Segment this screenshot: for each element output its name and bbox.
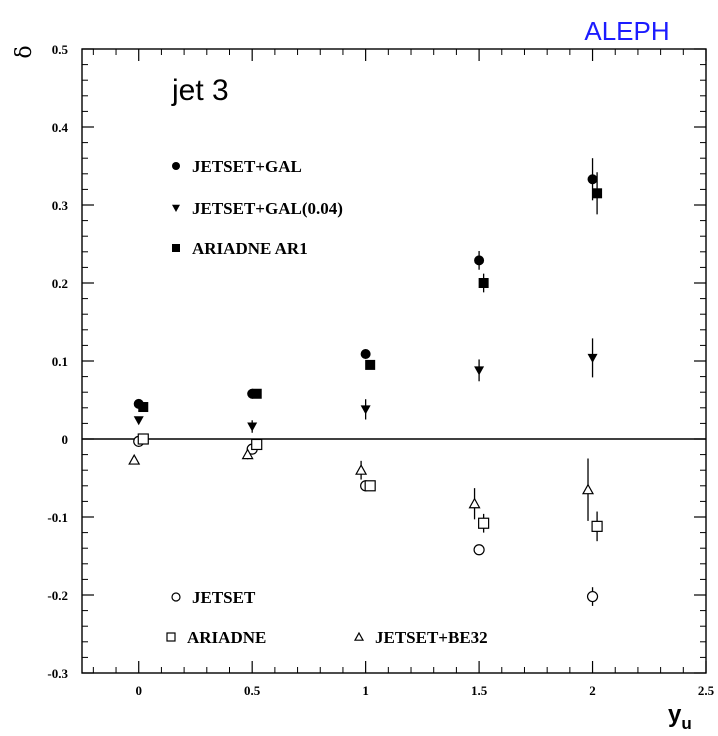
circle-open-marker — [473, 544, 485, 556]
square-open-marker — [251, 438, 263, 451]
x-tick-label: 0.5 — [244, 683, 261, 698]
square-open-marker — [137, 433, 149, 445]
circle-filled-marker — [474, 255, 485, 266]
panel-annotation: jet 3 — [171, 74, 229, 107]
square-open-marker — [166, 632, 176, 642]
y-tick-label: 0.1 — [52, 354, 68, 369]
y-axis-label: δ — [12, 45, 37, 58]
legend-item: ARIADNE AR1 — [172, 239, 308, 258]
circle-open-marker — [586, 590, 599, 603]
series-0 — [133, 158, 598, 409]
data-series — [128, 158, 603, 606]
circle-filled-marker — [360, 348, 371, 359]
triangle-up-open-marker — [128, 453, 141, 465]
square-filled-marker — [592, 188, 603, 199]
y-tick-label: 0.4 — [52, 120, 69, 135]
axis-ticks: 0 0.5 1 1.5 2 2.5 -0.3 -0.2 -0.1 0 0.1 0.2 0.3 0.4 0.5 — [47, 42, 714, 698]
triangle-up-open-marker — [581, 483, 595, 495]
x-axis-label: yu — [668, 701, 692, 733]
y-tick-label: 0 — [62, 432, 69, 447]
legend-item: JETSET+GAL — [172, 157, 302, 176]
y-tick-label: -0.3 — [47, 666, 68, 681]
circle-filled-marker — [587, 174, 598, 185]
series-3 — [133, 435, 599, 606]
y-tick-label: 0.5 — [52, 42, 69, 57]
triangle-down-filled-marker — [587, 353, 598, 363]
legend-item: ARIADNE — [166, 628, 266, 647]
legend-item: JETSET+GAL(0.04) — [172, 199, 343, 218]
triangle-down-filled-marker — [133, 416, 144, 426]
circle-filled-marker — [172, 162, 180, 170]
legend-item: JETSET+BE32 — [353, 628, 488, 647]
square-filled-marker — [138, 402, 149, 413]
x-axis-label-main: y — [668, 701, 682, 728]
x-tick-label: 1.5 — [471, 683, 488, 698]
legend-label: JETSET — [192, 588, 256, 607]
legend-label: ARIADNE — [187, 628, 266, 647]
triangle-up-open-marker — [353, 631, 365, 641]
triangle-up-open-marker — [468, 497, 481, 509]
y-tick-label: -0.1 — [47, 510, 68, 525]
legend-label: JETSET+GAL — [192, 157, 302, 176]
series-5 — [128, 448, 595, 521]
square-open-marker — [591, 520, 603, 532]
square-open-marker — [364, 480, 376, 492]
x-tick-label: 0 — [135, 683, 142, 698]
y-tick-label: 0.3 — [52, 198, 69, 213]
triangle-down-filled-marker — [360, 405, 371, 415]
series-4 — [137, 433, 603, 542]
legend-item: JETSET — [171, 588, 256, 607]
y-tick-label: -0.2 — [47, 588, 68, 603]
x-tick-label: 1 — [362, 683, 369, 698]
brand-label: ALEPH — [584, 16, 669, 46]
triangle-down-filled-marker — [474, 366, 485, 376]
circle-open-marker — [171, 592, 181, 602]
triangle-down-filled-marker — [247, 422, 258, 432]
plot-frame — [81, 48, 707, 674]
square-filled-marker — [251, 388, 262, 399]
y-tick-label: 0.2 — [52, 276, 68, 291]
x-tick-label: 2.5 — [698, 683, 715, 698]
square-filled-marker — [172, 244, 180, 252]
square-open-marker — [478, 517, 490, 529]
legend-label: JETSET+GAL(0.04) — [192, 199, 343, 218]
legend-label: ARIADNE AR1 — [192, 239, 308, 258]
legend: JETSET+GAL JETSET+GAL(0.04) ARIADNE AR1 JET… — [166, 157, 488, 647]
series-1 — [133, 338, 598, 433]
x-tick-label: 2 — [589, 683, 596, 698]
square-filled-marker — [365, 359, 376, 370]
triangle-up-open-marker — [241, 448, 254, 460]
legend-label: JETSET+BE32 — [375, 628, 488, 647]
x-axis-label-subscript: u — [681, 714, 691, 733]
triangle-down-filled-marker — [172, 204, 180, 212]
series-2 — [138, 172, 603, 413]
triangle-up-open-marker — [355, 463, 368, 475]
square-filled-marker — [478, 278, 489, 288]
